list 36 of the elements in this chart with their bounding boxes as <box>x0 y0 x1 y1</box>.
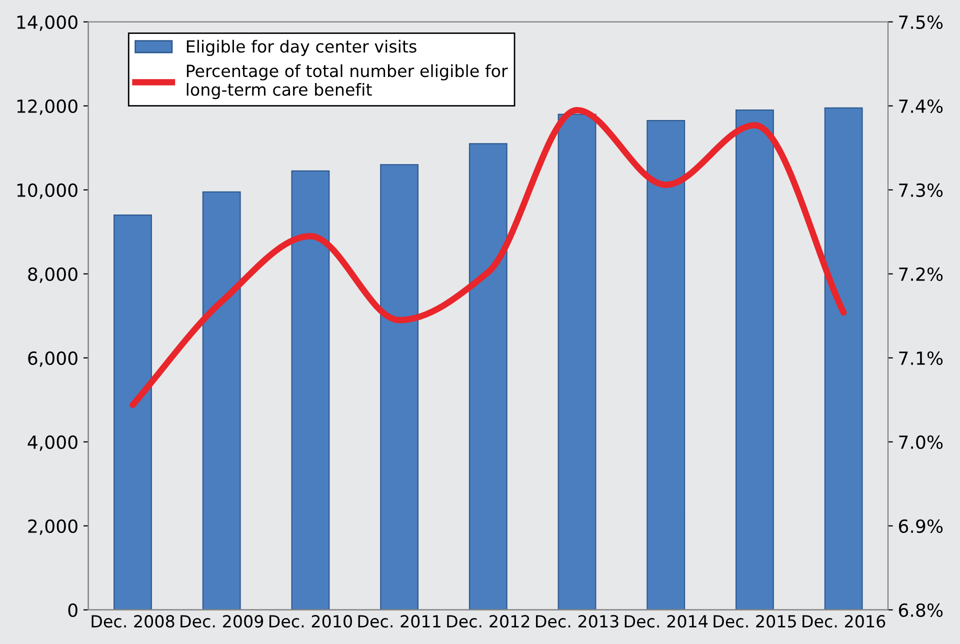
y-tick-label: 4,000 <box>28 435 78 451</box>
x-tick-label: Dec. 2013 <box>536 615 618 628</box>
y2-tick-label: 7.1% <box>899 351 943 365</box>
y-tick-label: 2,000 <box>28 519 78 535</box>
x-tick-label: Dec. 2010 <box>269 615 352 628</box>
y2-tick-label: 7.5% <box>899 15 943 30</box>
y2-tick-label: 7.2% <box>899 267 943 281</box>
y2-tick-label: 7.4% <box>899 99 943 114</box>
legend-label: Percentage of total number eligible for long-term care benefit <box>186 64 508 100</box>
y-tick-label: 12,000 <box>17 99 78 115</box>
bar <box>202 191 241 610</box>
bar <box>468 143 508 610</box>
x-tick-label: Dec. 2012 <box>447 615 530 628</box>
x-tick-label: Dec. 2014 <box>624 615 708 628</box>
y-tick-label: 14,000 <box>17 15 78 31</box>
y2-tick-label: 7.0% <box>899 435 943 449</box>
x-tick-label: Dec. 2008 <box>92 615 174 628</box>
x-tick-label: Dec. 2015 <box>714 615 796 628</box>
bar <box>558 114 596 610</box>
x-tick-label: Dec. 2011 <box>358 615 440 628</box>
y-tick-label: 6,000 <box>28 351 78 367</box>
bar <box>736 110 774 610</box>
y2-tick-label: 7.3% <box>899 183 943 198</box>
bar <box>291 170 330 610</box>
x-tick-label: Dec. 2016 <box>802 615 886 628</box>
x-tick-label: Dec. 2009 <box>180 615 264 628</box>
y2-tick-label: 6.9% <box>898 519 943 533</box>
y2-tick-label: 6.8% <box>898 603 943 617</box>
legend-label: Eligible for day center visits <box>186 40 416 56</box>
bar <box>114 214 152 610</box>
y-tick-label: 0 <box>68 603 78 617</box>
bar <box>824 107 863 610</box>
bar <box>380 164 419 610</box>
y-tick-label: 8,000 <box>28 267 78 283</box>
bar <box>646 120 686 610</box>
y-tick-label: 10,000 <box>17 183 78 199</box>
